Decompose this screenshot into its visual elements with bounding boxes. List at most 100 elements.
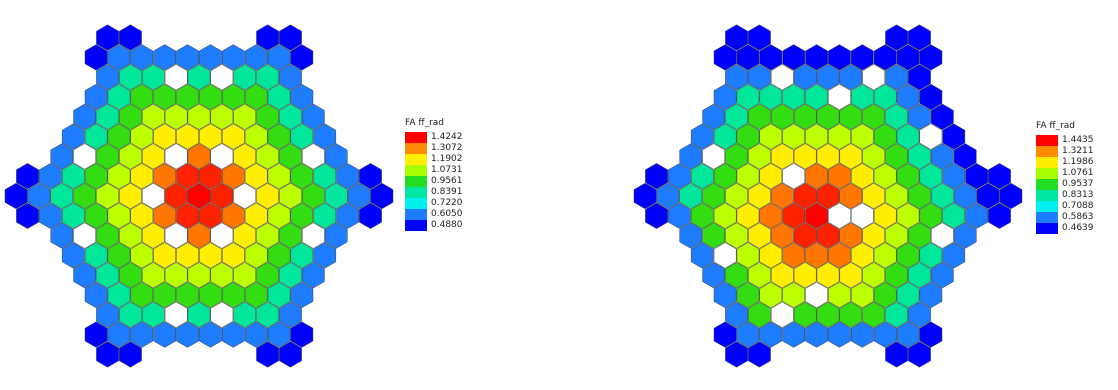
fuel-assembly-cell: [759, 242, 783, 269]
fuel-assembly-cell: [153, 242, 177, 269]
fuel-assembly-cell: [324, 143, 348, 170]
fuel-assembly-cell: [793, 64, 817, 91]
fuel-assembly-cell: [805, 321, 828, 348]
legend-label: 0.6050: [431, 209, 463, 219]
fuel-assembly-cell: [233, 64, 257, 91]
fuel-assembly-cell: [668, 163, 691, 190]
fuel-assembly-cell: [107, 123, 131, 150]
fuel-assembly-cell: [244, 123, 268, 150]
fuel-assembly-cell: [119, 24, 142, 51]
fuel-assembly-cell: [942, 123, 966, 150]
fuel-assembly-cell: [73, 182, 97, 210]
fuel-assembly-cell: [930, 143, 954, 170]
fuel-assembly-cell: [119, 143, 142, 170]
legend-label: 0.8313: [1062, 190, 1094, 200]
fuel-assembly-cell: [84, 202, 108, 229]
fuel-assembly-cell: [141, 64, 165, 91]
fuel-assembly-cell: [908, 222, 931, 249]
fuel-assembly-cell: [210, 182, 234, 210]
fuel-assembly-cell: [84, 83, 108, 111]
fuel-assembly-cell: [153, 83, 177, 111]
fuel-assembly-cell: [805, 44, 828, 71]
fuel-assembly-cell: [267, 83, 291, 111]
fuel-assembly-cell: [919, 83, 943, 111]
legend-label: 1.4435: [1062, 135, 1094, 145]
fuel-assembly-cell: [725, 341, 748, 368]
fuel-assembly-cell: [244, 83, 268, 111]
fuel-assembly-cell: [107, 44, 131, 71]
fuel-assembly-cell: [221, 321, 245, 348]
fuel-assembly-cell: [885, 262, 908, 289]
fuel-assembly-cell: [96, 143, 119, 170]
fuel-assembly-cell: [16, 202, 39, 229]
core-map-left: [4, 24, 394, 368]
core-map-right: [633, 24, 1023, 368]
fuel-assembly-cell: [873, 242, 897, 269]
fuel-assembly-cell: [713, 44, 737, 71]
fuel-assembly-cell: [930, 103, 954, 130]
fuel-assembly-cell: [187, 262, 211, 289]
legend-swatch: [405, 187, 427, 198]
legend-right: FA ff_rad 1.4435 1.3211 1.1986 1.0761 0.9537…: [1036, 121, 1096, 234]
fuel-assembly-cell: [370, 182, 394, 210]
fuel-assembly-cell: [96, 222, 119, 249]
fuel-assembly-cell: [119, 301, 142, 328]
legend-swatch: [405, 165, 427, 176]
fuel-assembly-cell: [793, 222, 817, 249]
fuel-assembly-cell: [862, 301, 886, 328]
legend-label: 0.4639: [1062, 223, 1094, 233]
fuel-assembly-cell: [336, 163, 359, 190]
fuel-assembly-cell: [862, 182, 886, 210]
fuel-assembly-cell: [805, 123, 828, 150]
fuel-assembly-cell: [199, 202, 222, 229]
fuel-assembly-cell: [50, 143, 74, 170]
fuel-assembly-cell: [930, 182, 954, 210]
fuel-assembly-cell: [279, 301, 302, 328]
fuel-assembly-cell: [176, 123, 199, 150]
fuel-assembly-cell: [267, 123, 291, 150]
fuel-assembly-cell: [187, 182, 211, 210]
legend-label: 1.1986: [1062, 157, 1094, 167]
fuel-assembly-cell: [187, 64, 211, 91]
fuel-assembly-cell: [130, 321, 154, 348]
fuel-assembly-cell: [107, 242, 131, 269]
fuel-assembly-cell: [153, 123, 177, 150]
fuel-assembly-cell: [313, 202, 337, 229]
fuel-assembly-cell: [199, 44, 222, 71]
fuel-assembly-cell: [690, 202, 714, 229]
fuel-assembly-cell: [690, 242, 714, 269]
fuel-assembly-cell: [713, 202, 737, 229]
legend-label: 1.0761: [1062, 168, 1094, 178]
fuel-assembly-cell: [896, 242, 920, 269]
fuel-assembly-cell: [770, 182, 794, 210]
legend-left: FA ff_rad 1.4242 1.3072 1.1902 1.0731 0.9561…: [405, 118, 465, 231]
legend-label: 1.4242: [431, 132, 463, 142]
fuel-assembly-cell: [725, 103, 748, 130]
fuel-assembly-cell: [301, 143, 325, 170]
legend-swatch: [405, 209, 427, 220]
legend-entry: 0.7220: [405, 198, 465, 209]
fuel-assembly-cell: [96, 182, 119, 210]
fuel-assembly-cell: [668, 202, 691, 229]
fuel-assembly-cell: [73, 222, 97, 249]
fuel-assembly-cell: [290, 123, 314, 150]
fuel-assembly-cell: [119, 262, 142, 289]
fuel-assembly-cell: [896, 123, 920, 150]
fuel-assembly-cell: [873, 281, 897, 309]
fuel-assembly-cell: [908, 341, 931, 368]
legend-swatch: [405, 154, 427, 165]
fuel-assembly-cell: [256, 24, 279, 51]
legend-swatch: [1036, 168, 1058, 179]
fuel-assembly-cell: [862, 143, 886, 170]
fuel-assembly-cell: [290, 242, 314, 269]
fuel-assembly-cell: [793, 262, 817, 289]
fuel-assembly-cell: [759, 163, 783, 190]
fuel-assembly-cell: [176, 321, 199, 348]
fuel-assembly-cell: [233, 103, 257, 130]
fuel-assembly-cell: [885, 182, 908, 210]
fuel-assembly-cell: [210, 103, 234, 130]
fuel-assembly-cell: [725, 143, 748, 170]
fuel-assembly-cell: [176, 202, 199, 229]
fuel-assembly-cell: [873, 321, 897, 348]
fuel-assembly-cell: [107, 321, 131, 348]
